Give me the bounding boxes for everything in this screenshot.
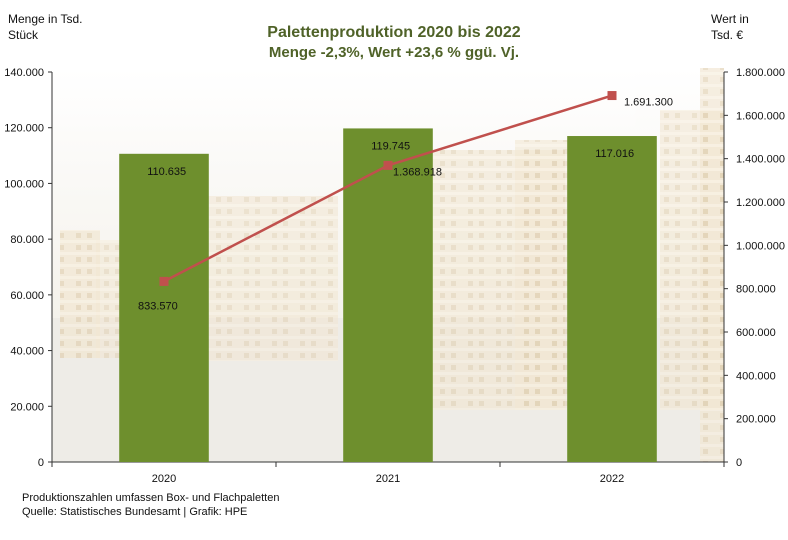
left-axis-unit-line1: Menge in Tsd.	[8, 12, 83, 26]
left-tick-label: 20.000	[10, 401, 44, 413]
bar	[343, 128, 433, 463]
left-tick-label: 80.000	[10, 234, 44, 246]
line-series	[159, 91, 617, 286]
right-tick-label: 1.400.000	[736, 154, 785, 166]
right-tick-label: 600.000	[736, 327, 776, 339]
right-axis-ticks: 0 200.000 400.000 600.000 800.000 1.000.000 1.…	[724, 67, 785, 469]
right-axis-unit-line1: Wert in	[711, 12, 749, 26]
right-axis-unit-line2: Tsd. €	[711, 28, 743, 42]
x-tick-label: 2020	[152, 473, 176, 485]
chart-subtitle: Menge -2,3%, Wert +23,6 % ggü. Vj.	[269, 44, 519, 61]
line-marker	[607, 91, 617, 101]
bar-series	[119, 128, 657, 463]
left-tick-label: 100.000	[4, 178, 44, 190]
left-axis-unit-line2: Stück	[8, 28, 39, 42]
left-tick-label: 120.000	[4, 123, 44, 135]
footnote-scope: Produktionszahlen umfassen Box- und Flac…	[22, 492, 280, 504]
left-axis-ticks: 0 20.000 40.000 60.000 80.000 100.000 120.000 1…	[4, 67, 52, 469]
bar-value-label: 110.635	[147, 166, 186, 178]
x-axis-ticks: 2020 2021 2022	[51, 462, 725, 485]
bar	[119, 153, 209, 463]
bar-value-label: 117.016	[595, 148, 634, 160]
footnote-source: Quelle: Statistisches Bundesamt | Grafik…	[22, 506, 248, 518]
right-tick-label: 1.200.000	[736, 197, 785, 209]
right-tick-label: 400.000	[736, 370, 776, 382]
bar-value-label: 119.745	[371, 140, 410, 152]
line-marker	[383, 160, 393, 170]
right-tick-label: 1.600.000	[736, 110, 785, 122]
line-value-label: 1.691.300	[624, 97, 673, 109]
right-tick-label: 800.000	[736, 284, 776, 296]
line-value-label: 833.570	[138, 300, 178, 312]
left-tick-label: 40.000	[10, 346, 44, 358]
line-marker	[159, 276, 169, 286]
chart-title: Palettenproduktion 2020 bis 2022	[267, 24, 521, 41]
x-tick-label: 2022	[600, 473, 624, 485]
right-tick-label: 1.000.000	[736, 240, 785, 252]
x-tick-label: 2021	[376, 473, 400, 485]
right-tick-label: 0	[736, 457, 742, 469]
left-tick-label: 0	[38, 457, 44, 469]
right-tick-label: 200.000	[736, 414, 776, 426]
left-tick-label: 140.000	[4, 67, 44, 79]
right-tick-label: 1.800.000	[736, 67, 785, 79]
left-tick-label: 60.000	[10, 290, 44, 302]
line-value-label: 1.368.918	[393, 166, 442, 178]
bar	[567, 136, 657, 462]
data-labels: 110.635 119.745 117.016 833.570 1.368.918 1.6…	[138, 97, 673, 313]
